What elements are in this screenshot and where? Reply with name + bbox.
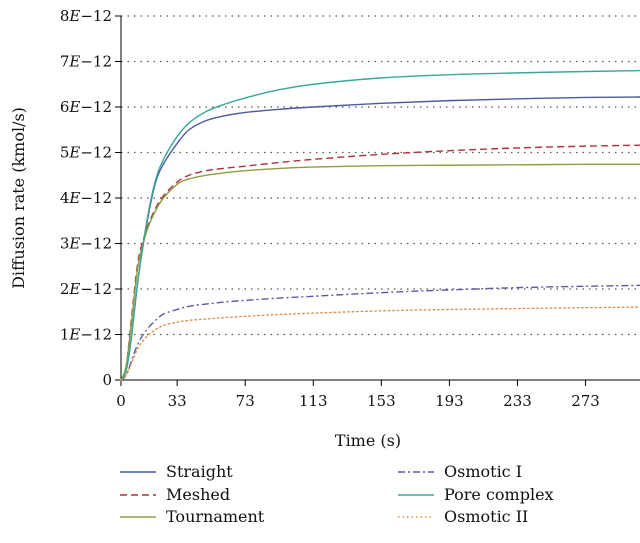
legend-label-osmotic-i: Osmotic I	[444, 462, 522, 481]
x-tick-label: 113	[299, 392, 328, 410]
legend-label-meshed: Meshed	[166, 485, 230, 504]
x-tick-label: 233	[503, 392, 532, 410]
x-tick-label: 153	[367, 392, 396, 410]
legend: Straight Meshed Tournament Osmotic I Pore co…	[120, 462, 554, 526]
series-line-meshed	[120, 144, 640, 381]
series-line-osmotic-ii	[120, 306, 640, 381]
series-lines	[120, 69, 640, 381]
y-tick-label: 6E−12	[60, 98, 112, 116]
y-axis-title: Diffusion rate (kmol/s)	[9, 107, 28, 289]
series-line-tournament	[120, 163, 640, 381]
legend-label-pore-complex: Pore complex	[444, 485, 554, 504]
y-tick-label: 4E−12	[60, 189, 112, 207]
legend-label-osmotic-ii: Osmotic II	[444, 507, 528, 526]
y-ticks: 0 1E−12 2E−12 3E−12 4E−12 5E−12 6E−12 7E−12 8E−1…	[60, 7, 121, 389]
x-axis-title: Time (s)	[335, 431, 401, 450]
legend-label-straight: Straight	[166, 462, 233, 481]
y-tick-label: 3E−12	[60, 235, 112, 253]
series-line-osmotic-i	[120, 284, 640, 381]
x-tick-label: 73	[236, 392, 255, 410]
series-line-pore-complex	[120, 69, 640, 381]
y-tick-label: 8E−12	[60, 7, 112, 25]
x-tick-label: 273	[571, 392, 600, 410]
series-line-straight	[120, 96, 640, 381]
y-tick-label: 2E−12	[60, 280, 112, 298]
legend-label-tournament: Tournament	[166, 507, 265, 526]
x-ticks: 0 33 73 113 153 193 233 273	[116, 380, 600, 410]
y-tick-label: 1E−12	[60, 326, 112, 344]
x-tick-label: 0	[116, 392, 126, 410]
x-tick-label: 33	[168, 392, 187, 410]
y-tick-label: 7E−12	[60, 53, 112, 71]
axes	[120, 16, 640, 381]
x-tick-label: 193	[435, 392, 464, 410]
y-tick-label: 0	[102, 371, 112, 389]
y-tick-label: 5E−12	[60, 144, 112, 162]
